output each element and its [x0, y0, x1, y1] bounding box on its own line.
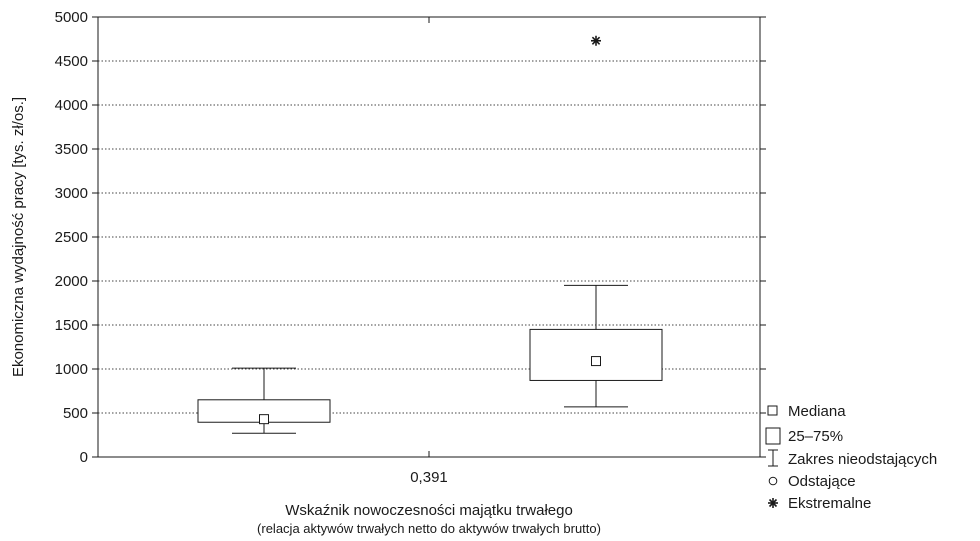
y-tick-label: 2500 — [55, 229, 88, 246]
legend-extreme-label: Ekstremalne — [788, 495, 871, 512]
y-tick-label: 4500 — [55, 53, 88, 70]
extreme-stroke — [591, 36, 601, 45]
y-tick-label: 1500 — [55, 317, 88, 334]
x-divider-label: 0,391 — [410, 469, 448, 486]
legend-outlier-label: Odstające — [788, 473, 856, 490]
y-tick-label: 5000 — [55, 9, 88, 26]
y-tick-label: 4000 — [55, 97, 88, 114]
legend-extreme-icon — [768, 498, 778, 508]
legend: Mediana 25–75% Zakres nieodstających Ods… — [765, 403, 937, 512]
legend-median-icon — [767, 405, 778, 416]
median-marker — [591, 356, 601, 367]
x-axis-sublabel: (relacja aktywów trwałych netto do aktyw… — [257, 521, 601, 536]
legend-box-label: 25–75% — [788, 428, 843, 445]
legend-box-icon — [765, 427, 781, 445]
x-axis-label: Wskaźnik nowoczesności majątku trwałego — [285, 502, 573, 519]
boxes — [197, 35, 663, 434]
y-tick-label: 3000 — [55, 185, 88, 202]
y-tick-label: 2000 — [55, 273, 88, 290]
y-tick-label: 1000 — [55, 361, 88, 378]
legend-whisker-label: Zakres nieodstających — [788, 451, 937, 468]
legend-median-label: Mediana — [788, 403, 846, 420]
median-marker — [259, 414, 269, 425]
y-axis-label: Ekonomiczna wydajność pracy [tys. zł/os.… — [10, 97, 27, 377]
legend-outlier-icon — [768, 476, 778, 486]
legend-whisker-icon — [768, 449, 778, 467]
y-axis: 0 500 1000 1500 2000 2500 3000 3500 4000 4500 5000 — [55, 9, 766, 466]
y-tick-label: 3500 — [55, 141, 88, 158]
y-tick-label: 0 — [80, 449, 88, 466]
iqr-box — [529, 328, 663, 381]
y-tick-label: 500 — [63, 405, 88, 422]
extreme-point — [591, 35, 601, 46]
